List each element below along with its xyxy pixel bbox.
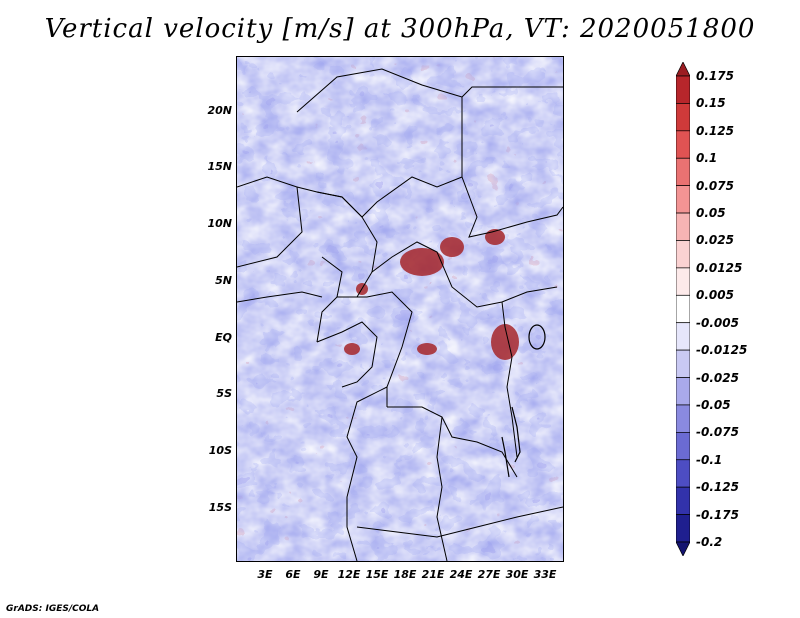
lon-label: 24E bbox=[449, 568, 473, 581]
colorbar-label: -0.0125 bbox=[696, 343, 748, 358]
colorbar-swatch bbox=[676, 404, 690, 433]
lat-label: 20N bbox=[207, 104, 232, 117]
colorbar-swatch bbox=[676, 130, 690, 159]
colorbar-label: 0.0125 bbox=[696, 260, 743, 275]
colorbar-swatch bbox=[676, 157, 690, 186]
colorbar bbox=[676, 62, 690, 556]
grads-credit: GrADS: IGES/COLA bbox=[6, 604, 100, 614]
map-panel bbox=[236, 56, 564, 562]
colorbar-swatch bbox=[676, 486, 690, 515]
colorbar-label: -0.025 bbox=[696, 370, 739, 385]
colorbar-label: 0.005 bbox=[696, 288, 734, 303]
lon-label: 9E bbox=[313, 568, 329, 581]
colorbar-swatch bbox=[676, 349, 690, 378]
lat-label: 5S bbox=[216, 387, 232, 400]
lon-label: 33E bbox=[533, 568, 557, 581]
lon-label: 30E bbox=[505, 568, 529, 581]
country-borders bbox=[237, 68, 563, 561]
colorbar-swatch bbox=[676, 514, 690, 543]
colorbar-label: -0.175 bbox=[696, 507, 739, 522]
lat-label: 10N bbox=[207, 217, 232, 230]
colorbar-label: 0.1 bbox=[696, 151, 718, 166]
colorbar-swatch bbox=[676, 212, 690, 241]
lat-label: 10S bbox=[208, 444, 232, 457]
colorbar-swatch bbox=[676, 459, 690, 488]
colorbar-swatch bbox=[676, 240, 690, 269]
colorbar-label: -0.005 bbox=[696, 315, 739, 330]
lat-label: 5N bbox=[215, 274, 232, 287]
lat-label: 15N bbox=[207, 160, 232, 173]
lon-label: 27E bbox=[477, 568, 501, 581]
lon-label: 21E bbox=[421, 568, 445, 581]
colorbar-swatch bbox=[676, 103, 690, 132]
colorbar-swatch bbox=[676, 377, 690, 406]
lon-label: 12E bbox=[337, 568, 361, 581]
lon-label: 6E bbox=[285, 568, 301, 581]
colorbar-label: -0.2 bbox=[696, 535, 723, 549]
colorbar-swatch bbox=[676, 294, 690, 324]
colorbar-label: -0.125 bbox=[696, 480, 739, 495]
colorbar-label: 0.175 bbox=[696, 69, 734, 83]
colorbar-label: -0.05 bbox=[696, 397, 731, 412]
velocity-field bbox=[237, 57, 563, 561]
colorbar-label: 0.15 bbox=[696, 96, 726, 111]
lat-label: 15S bbox=[208, 501, 232, 514]
lon-label: 3E bbox=[257, 568, 273, 581]
colorbar-swatch bbox=[676, 432, 690, 461]
colorbar-swatch bbox=[676, 267, 690, 296]
colorbar-swatch bbox=[676, 322, 690, 351]
colorbar-swatch bbox=[676, 62, 690, 77]
lon-label: 18E bbox=[393, 568, 417, 581]
colorbar-label: 0.05 bbox=[696, 206, 726, 221]
lakes bbox=[501, 324, 546, 478]
colorbar-label: -0.075 bbox=[696, 425, 739, 440]
updraft-cores bbox=[344, 229, 519, 360]
colorbar-label: 0.025 bbox=[696, 233, 734, 248]
map-title: Vertical velocity [m/s] at 300hPa, VT: 2… bbox=[44, 14, 756, 44]
colorbar-swatch bbox=[676, 75, 690, 104]
lat-label: EQ bbox=[215, 331, 232, 344]
field-noise bbox=[237, 57, 563, 561]
colorbar-swatch bbox=[676, 185, 690, 214]
colorbar-swatch bbox=[676, 541, 690, 556]
lon-label: 15E bbox=[365, 568, 389, 581]
colorbar-label: -0.1 bbox=[696, 452, 723, 467]
colorbar-label: 0.075 bbox=[696, 178, 734, 193]
colorbar-label: 0.125 bbox=[696, 123, 734, 138]
